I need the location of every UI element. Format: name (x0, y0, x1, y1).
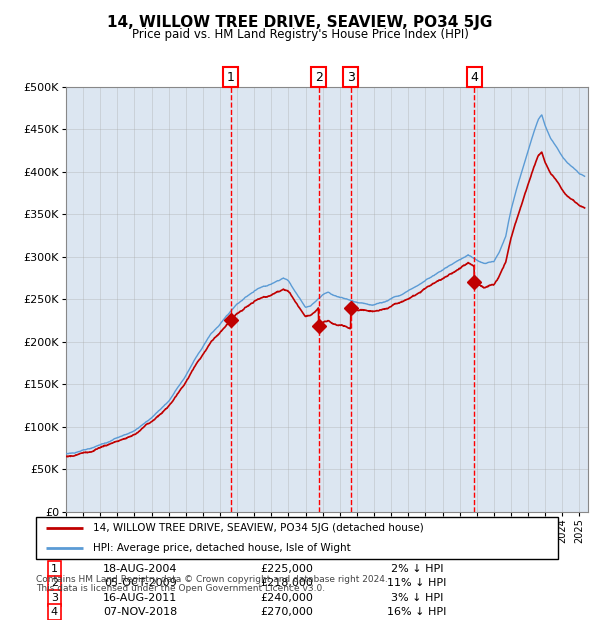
Text: 16% ↓ HPI: 16% ↓ HPI (388, 607, 447, 617)
Text: 3: 3 (347, 71, 355, 84)
Text: 2% ↓ HPI: 2% ↓ HPI (391, 564, 443, 574)
FancyBboxPatch shape (36, 517, 558, 559)
Text: 2: 2 (51, 578, 58, 588)
Text: 2: 2 (314, 71, 323, 84)
Text: 4: 4 (51, 607, 58, 617)
Text: 3: 3 (51, 593, 58, 603)
Text: £218,000: £218,000 (260, 578, 313, 588)
Text: 4: 4 (470, 71, 478, 84)
Text: 16-AUG-2011: 16-AUG-2011 (103, 593, 178, 603)
Text: 1: 1 (51, 564, 58, 574)
Text: This data is licensed under the Open Government Licence v3.0.: This data is licensed under the Open Gov… (36, 584, 325, 593)
Text: 3% ↓ HPI: 3% ↓ HPI (391, 593, 443, 603)
Text: HPI: Average price, detached house, Isle of Wight: HPI: Average price, detached house, Isle… (94, 543, 351, 553)
Text: 18-AUG-2004: 18-AUG-2004 (103, 564, 178, 574)
Text: 1: 1 (227, 71, 235, 84)
Text: £240,000: £240,000 (260, 593, 313, 603)
Text: Price paid vs. HM Land Registry's House Price Index (HPI): Price paid vs. HM Land Registry's House … (131, 28, 469, 41)
Text: £225,000: £225,000 (260, 564, 313, 574)
Text: 14, WILLOW TREE DRIVE, SEAVIEW, PO34 5JG: 14, WILLOW TREE DRIVE, SEAVIEW, PO34 5JG (107, 16, 493, 30)
Text: £270,000: £270,000 (260, 607, 313, 617)
Text: 05-OCT-2009: 05-OCT-2009 (104, 578, 177, 588)
Text: 11% ↓ HPI: 11% ↓ HPI (388, 578, 447, 588)
Text: Contains HM Land Registry data © Crown copyright and database right 2024.: Contains HM Land Registry data © Crown c… (36, 575, 388, 584)
Text: 14, WILLOW TREE DRIVE, SEAVIEW, PO34 5JG (detached house): 14, WILLOW TREE DRIVE, SEAVIEW, PO34 5JG… (94, 523, 424, 533)
Text: 07-NOV-2018: 07-NOV-2018 (103, 607, 178, 617)
